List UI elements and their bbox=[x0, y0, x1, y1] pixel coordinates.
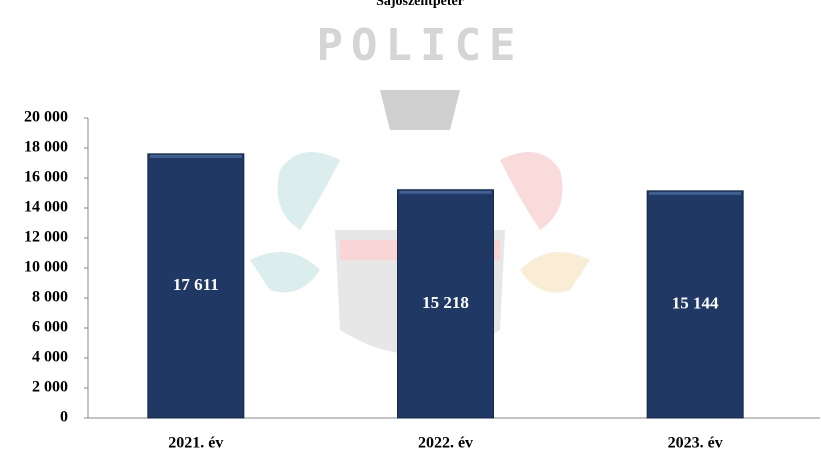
y-tick-label: 4 000 bbox=[32, 349, 68, 366]
y-tick-label: 8 000 bbox=[32, 289, 68, 306]
bar bbox=[397, 189, 494, 419]
value-label: 15 144 bbox=[672, 293, 719, 312]
emblem-eagle bbox=[380, 90, 460, 130]
y-tick-label: 20 000 bbox=[24, 109, 68, 126]
watermark-text: POLICE bbox=[317, 20, 524, 71]
emblem-leaf bbox=[250, 252, 320, 293]
y-tick-label: 16 000 bbox=[24, 169, 68, 186]
bar-highlight bbox=[649, 191, 742, 195]
bar bbox=[147, 153, 245, 419]
emblem-leaf bbox=[500, 152, 563, 230]
emblem-leaf bbox=[520, 252, 590, 293]
emblem-leaf bbox=[277, 152, 340, 230]
y-tick-label: 10 000 bbox=[24, 259, 68, 276]
y-tick-label: 14 000 bbox=[24, 199, 68, 216]
x-tick-label: 2023. év bbox=[668, 435, 723, 452]
y-tick-label: 12 000 bbox=[24, 229, 68, 246]
bar-highlight bbox=[149, 154, 242, 158]
x-tick-label: 2022. év bbox=[418, 435, 473, 452]
y-tick-label: 0 bbox=[60, 409, 68, 426]
y-tick-label: 18 000 bbox=[24, 139, 68, 156]
y-tick-label: 6 000 bbox=[32, 319, 68, 336]
value-label: 17 611 bbox=[173, 275, 219, 294]
value-label: 15 218 bbox=[422, 293, 469, 312]
chart-title: Sajószentpéter bbox=[376, 0, 464, 9]
y-tick-label: 2 000 bbox=[32, 379, 68, 396]
bar bbox=[646, 190, 744, 419]
bar-highlight bbox=[399, 190, 492, 194]
x-tick-label: 2021. év bbox=[168, 435, 223, 452]
